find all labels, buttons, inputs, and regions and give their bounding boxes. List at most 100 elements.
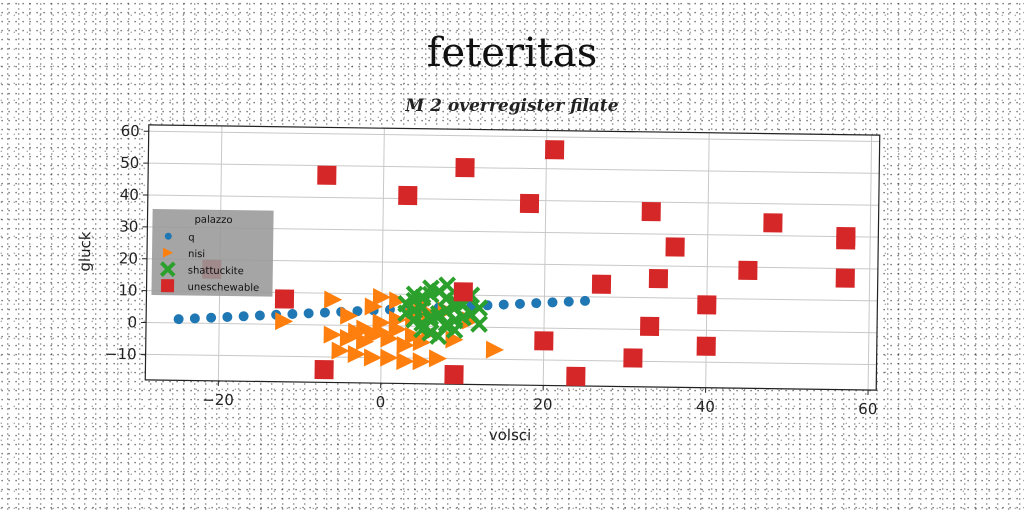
- legend-label: shattuckite: [188, 265, 244, 277]
- y-gridline: [145, 353, 877, 366]
- legend-title: palazzo: [194, 215, 232, 227]
- data-point-nisi: [364, 297, 383, 316]
- axes-background: [145, 124, 880, 391]
- chart-subtitle: M 2 overregister filate: [405, 96, 619, 116]
- plot-area: −20 0 20 40 60 −10 0 10 20 30 40 50 60 volsci gluck pal…: [76, 122, 881, 445]
- y-tick-label: 50: [120, 154, 139, 172]
- data-point-shattuckite: [470, 315, 488, 333]
- data-point-nisi: [347, 345, 366, 364]
- data-point-uneschewable: [274, 289, 295, 309]
- data-point-q: [514, 298, 525, 309]
- data-point-q: [189, 313, 200, 324]
- data-point-nisi: [380, 329, 399, 348]
- data-point-q: [303, 308, 314, 319]
- data-point-shattuckite: [405, 285, 424, 304]
- x-tick-label: 60: [858, 400, 877, 418]
- data-point-q: [238, 311, 249, 322]
- data-point-q: [206, 312, 217, 323]
- data-point-uneschewable: [648, 269, 669, 289]
- data-point-nisi: [389, 291, 408, 310]
- legend-marker-shattuckite: [159, 261, 176, 278]
- series-shattuckite: [397, 276, 489, 346]
- legend-label: uneschewable: [187, 282, 259, 294]
- data-point-uneschewable: [623, 348, 643, 368]
- data-point-nisi: [412, 352, 431, 371]
- y-tick-label: 30: [119, 218, 138, 236]
- y-tick-label: 60: [121, 122, 140, 140]
- legend-label: q: [188, 232, 195, 243]
- data-point-uneschewable: [591, 274, 612, 294]
- chart-title: feteritas: [426, 30, 598, 76]
- axes-frame: [144, 124, 881, 391]
- y-gridline: [146, 322, 877, 334]
- data-point-nisi: [363, 348, 383, 367]
- legend-marker-uneschewable: [160, 279, 175, 293]
- data-point-nisi: [331, 341, 350, 360]
- data-point-q: [222, 311, 233, 322]
- data-point-uneschewable: [697, 295, 717, 315]
- data-point-q: [563, 296, 574, 307]
- data-point-nisi: [323, 325, 342, 344]
- data-point-q: [498, 299, 509, 310]
- data-point-nisi: [372, 313, 391, 332]
- data-point-nisi: [396, 336, 415, 355]
- data-point-uneschewable: [544, 140, 565, 160]
- data-point-uneschewable: [696, 336, 716, 356]
- data-point-q: [547, 297, 558, 308]
- y-axis-label: gluck: [76, 231, 95, 272]
- data-point-nisi: [275, 312, 294, 331]
- x-tick-label: 20: [533, 395, 552, 413]
- data-point-nisi: [340, 306, 359, 325]
- data-point-uneschewable: [835, 268, 855, 288]
- data-point-q: [287, 309, 298, 320]
- data-point-nisi: [485, 340, 504, 359]
- data-point-shattuckite: [437, 317, 456, 336]
- data-point-q: [254, 310, 265, 321]
- data-point-nisi: [324, 290, 343, 309]
- data-point-uneschewable: [314, 360, 334, 380]
- y-tick-label: 40: [120, 186, 139, 204]
- legend-marker-q: [164, 232, 172, 240]
- data-point-q: [173, 314, 184, 325]
- data-point-q: [319, 307, 330, 318]
- data-point-nisi: [396, 352, 415, 371]
- x-tick-label: 0: [376, 393, 386, 411]
- legend-label: nisi: [188, 249, 205, 260]
- y-gridline: [148, 162, 880, 174]
- data-point-nisi: [428, 349, 447, 368]
- data-point-nisi: [380, 348, 399, 367]
- data-point-uneschewable: [453, 282, 473, 302]
- x-gridline: [867, 135, 873, 390]
- data-point-nisi: [372, 288, 391, 306]
- data-point-shattuckite: [421, 323, 440, 342]
- data-point-shattuckite: [445, 321, 464, 339]
- data-point-q: [580, 295, 591, 306]
- data-point-q: [352, 306, 363, 317]
- data-point-q: [531, 298, 542, 309]
- data-point-uneschewable: [665, 237, 685, 257]
- data-point-shattuckite: [413, 320, 432, 339]
- data-point-uneschewable: [836, 227, 856, 247]
- x-tick-label: 40: [696, 398, 715, 416]
- data-point-shattuckite: [454, 308, 472, 327]
- data-point-uneschewable: [455, 157, 475, 178]
- x-tick-label: −20: [202, 391, 234, 409]
- x-axis-label: volsci: [489, 426, 532, 445]
- y-gridline: [148, 130, 880, 142]
- data-point-nisi: [356, 319, 375, 338]
- data-point-uneschewable: [534, 331, 554, 351]
- legend-box: [151, 208, 274, 297]
- y-tick-label: 10: [118, 281, 137, 299]
- data-point-uneschewable: [738, 260, 758, 280]
- data-point-shattuckite: [421, 279, 440, 298]
- y-tick-label: −10: [105, 345, 137, 363]
- y-tick-label: 20: [119, 249, 138, 267]
- data-point-uneschewable: [398, 185, 418, 206]
- y-gridline: [147, 194, 879, 206]
- legend-marker-nisi: [162, 247, 174, 258]
- data-point-uneschewable: [317, 165, 337, 185]
- legend: palazzo q nisi shattuckite uneschewable: [151, 208, 274, 297]
- data-point-uneschewable: [519, 193, 540, 214]
